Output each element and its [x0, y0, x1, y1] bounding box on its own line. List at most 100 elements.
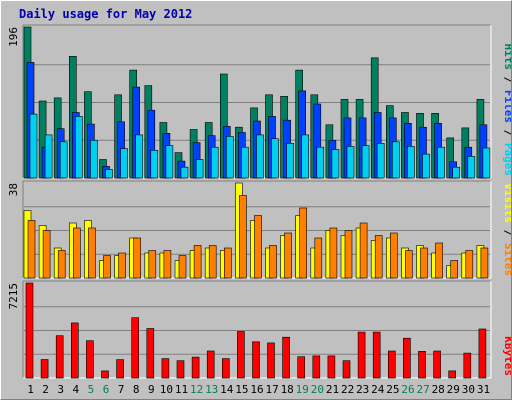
bar-pages-day-20: [316, 146, 325, 179]
bar-kbytes-day-20: [312, 355, 321, 379]
bar-pages-day-3: [59, 141, 68, 179]
bar-pages-day-15: [241, 146, 249, 179]
x-tick-day-23: 23: [356, 383, 369, 396]
x-tick-day-28: 28: [432, 383, 445, 396]
bar-kbytes-day-18: [282, 336, 290, 379]
bar-sites-day-4: [73, 227, 81, 279]
bar-pages-day-24: [376, 143, 385, 179]
bar-sites-day-27: [420, 247, 428, 279]
bar-pages-day-13: [210, 146, 219, 179]
legend-sites: Sites: [502, 243, 511, 276]
bar-sites-day-13: [208, 245, 217, 279]
legend-kbytes: KBytes: [502, 336, 511, 376]
bar-kbytes-day-14: [222, 358, 230, 379]
legend-separator: /: [502, 223, 511, 243]
x-tick-day-5: 5: [88, 383, 95, 396]
x-tick-day-20: 20: [311, 383, 324, 396]
x-tick-day-30: 30: [462, 383, 475, 396]
bar-pages-day-12: [195, 159, 204, 179]
bar-kbytes-day-16: [252, 341, 260, 379]
bar-kbytes-day-24: [372, 331, 381, 379]
y-max-label: 38: [7, 183, 20, 196]
legend-pages: Pages: [502, 143, 511, 176]
bar-kbytes-day-30: [463, 352, 472, 379]
bar-sites-day-31: [480, 247, 489, 279]
bar-pages-day-8: [135, 134, 143, 179]
bar-pages-day-26: [407, 146, 415, 179]
bar-kbytes-day-10: [161, 358, 170, 379]
bar-pages-day-28: [437, 146, 445, 179]
bar-pages-day-23: [361, 145, 370, 179]
bar-sites-day-6: [103, 255, 111, 279]
bar-pages-day-30: [467, 156, 476, 179]
chart-title: Daily usage for May 2012: [19, 7, 193, 21]
bar-pages-day-22: [346, 146, 355, 179]
bar-kbytes-day-1: [25, 282, 34, 379]
bar-sites-day-10: [163, 250, 172, 279]
x-tick-day-11: 11: [175, 383, 188, 396]
bar-pages-day-18: [286, 143, 294, 179]
bar-sites-day-18: [284, 232, 292, 279]
x-tick-day-14: 14: [220, 383, 234, 396]
x-tick-day-17: 17: [265, 383, 278, 396]
bar-pages-day-11: [180, 166, 189, 179]
bar-kbytes-day-11: [176, 360, 185, 379]
bar-kbytes-day-3: [55, 335, 64, 379]
bar-kbytes-day-23: [357, 331, 366, 379]
legend-hits: Hits: [502, 44, 511, 71]
bar-sites-day-1: [27, 220, 36, 279]
bar-kbytes-day-12: [191, 356, 200, 379]
legend-separator: /: [502, 123, 511, 143]
bar-sites-day-3: [57, 250, 66, 279]
x-tick-day-27: 27: [416, 383, 429, 396]
bar-pages-day-31: [482, 147, 491, 179]
bar-kbytes-day-28: [433, 350, 441, 379]
bar-sites-day-25: [389, 232, 398, 279]
panel-legend: Visits / Sites: [502, 183, 511, 276]
bar-sites-day-7: [118, 252, 126, 279]
bar-pages-day-19: [301, 134, 310, 179]
x-tick-day-24: 24: [371, 383, 385, 396]
y-max-label: 196: [7, 27, 20, 47]
x-tick-day-6: 6: [103, 383, 110, 396]
bar-kbytes-day-29: [448, 370, 457, 379]
bar-kbytes-day-2: [40, 359, 49, 379]
bar-sites-day-5: [88, 227, 96, 279]
bar-sites-day-24: [374, 235, 383, 279]
legend-files: Files: [502, 90, 511, 123]
x-tick-day-8: 8: [133, 383, 140, 396]
bar-sites-day-2: [42, 230, 51, 279]
bar-sites-day-15: [239, 195, 247, 279]
bar-kbytes-day-22: [342, 360, 351, 379]
bar-kbytes-day-13: [206, 350, 215, 379]
x-tick-day-10: 10: [160, 383, 173, 396]
bar-kbytes-day-19: [297, 356, 306, 379]
bar-sites-day-9: [148, 250, 157, 279]
bar-pages-day-9: [150, 150, 159, 179]
bar-pages-day-2: [44, 134, 53, 179]
bar-pages-day-4: [75, 116, 83, 179]
x-tick-day-1: 1: [27, 383, 34, 396]
bar-sites-day-12: [193, 245, 202, 279]
x-tick-day-4: 4: [72, 383, 79, 396]
x-tick-day-12: 12: [190, 383, 203, 396]
x-tick-day-16: 16: [250, 383, 263, 396]
bar-sites-day-29: [450, 260, 459, 279]
bar-kbytes-day-8: [131, 317, 139, 379]
bar-sites-day-28: [435, 242, 443, 279]
bar-kbytes-day-17: [267, 342, 275, 379]
legend-separator: /: [502, 70, 511, 90]
bar-pages-day-29: [452, 166, 461, 179]
bar-sites-day-17: [269, 245, 277, 279]
bar-pages-day-1: [29, 113, 38, 179]
x-tick-day-29: 29: [447, 383, 460, 396]
bar-pages-day-27: [422, 153, 430, 179]
x-tick-day-31: 31: [477, 383, 490, 396]
bar-kbytes-day-4: [71, 322, 79, 379]
panel-legend: KBytes: [502, 336, 511, 376]
x-tick-day-9: 9: [148, 383, 155, 396]
bar-sites-day-8: [133, 237, 141, 279]
bar-kbytes-day-7: [116, 359, 124, 379]
bar-sites-day-26: [405, 250, 413, 279]
